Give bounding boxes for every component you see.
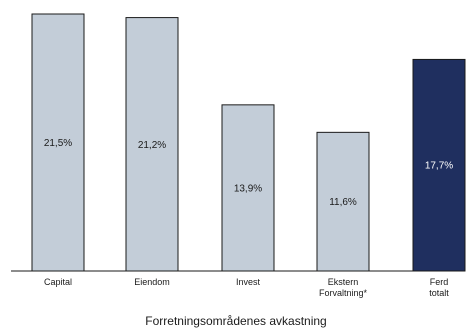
bar-3 (316, 131, 370, 272)
chart-title: Forretningsområdenes avkastning (145, 314, 326, 328)
bar-4 (412, 58, 466, 272)
category-label-2: Invest (236, 277, 261, 287)
bar-1 (125, 17, 179, 272)
category-label-4: Ferd totalt (429, 277, 449, 298)
category-label-1: Eiendom (134, 277, 170, 287)
bar-value-label-4: 17,7% (425, 161, 453, 172)
bar-0 (31, 13, 85, 272)
bars-group: 21,5% 21,2% 13,9% 11,6% 17,7% (31, 13, 466, 272)
category-labels-group: Capital Eiendom Invest Ekstern Forvaltning* F… (44, 277, 449, 298)
bar-value-label-3: 11,6% (329, 197, 357, 208)
category-label-3: Ekstern Forvaltning* (319, 277, 368, 298)
bar-2 (221, 104, 275, 272)
bar-value-label-1: 21,2% (138, 140, 166, 151)
bar-value-label-0: 21,5% (44, 138, 72, 149)
bar-value-label-2: 13,9% (234, 183, 262, 194)
category-label-0: Capital (44, 277, 72, 287)
